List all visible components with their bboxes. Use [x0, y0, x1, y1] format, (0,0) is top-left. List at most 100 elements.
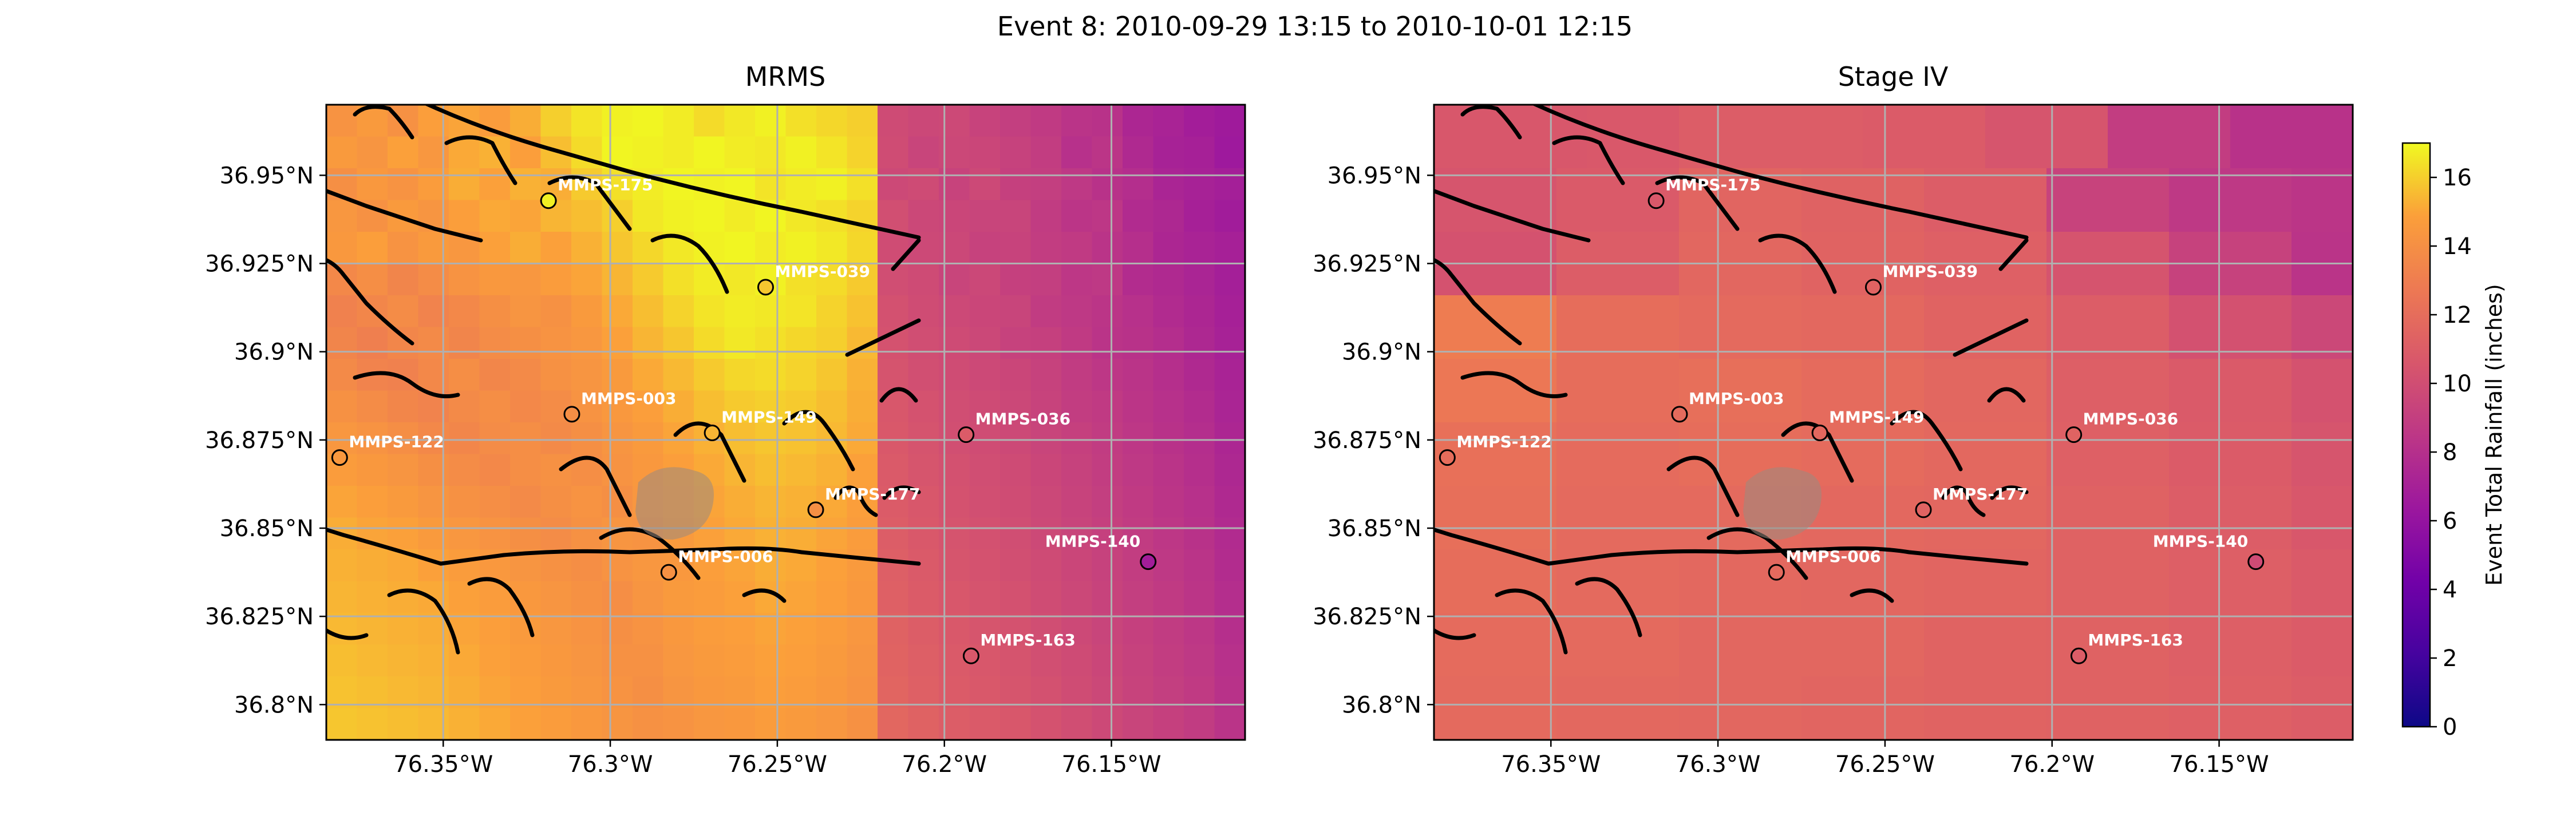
heatmap-cell — [510, 708, 542, 740]
station-label: MMPS-003 — [1689, 389, 1784, 408]
heatmap-cell — [785, 454, 817, 486]
heatmap-cell — [1123, 390, 1154, 423]
heatmap-cell — [1648, 708, 1680, 740]
station-marker — [2247, 553, 2265, 571]
heatmap-cell — [2138, 644, 2170, 677]
heatmap-cell — [388, 708, 419, 740]
colorbar-tick-label: 0 — [2443, 714, 2457, 740]
heatmap-cell — [1464, 168, 1496, 201]
heatmap-cell — [939, 581, 970, 613]
heatmap-cell — [2261, 708, 2292, 740]
heatmap-cell — [2199, 168, 2231, 201]
heatmap-cell — [1679, 422, 1710, 455]
heatmap-cell — [1184, 676, 1215, 709]
panel-title-mrms: MRMS — [745, 61, 826, 92]
heatmap-cell — [755, 168, 787, 201]
heatmap-cell — [2291, 517, 2323, 550]
heatmap-cell — [1495, 168, 1527, 201]
heatmap-cell — [969, 613, 1001, 645]
heatmap-cell — [2199, 232, 2231, 264]
heatmap-cell — [540, 676, 572, 709]
heatmap-cell — [2046, 613, 2078, 645]
heatmap-cell — [1061, 200, 1093, 232]
heatmap-cell — [540, 105, 572, 137]
heatmap-cell — [2322, 486, 2353, 518]
heatmap-cell — [1648, 263, 1680, 296]
heatmap-cell — [1709, 263, 1741, 296]
heatmap-cell — [1495, 486, 1527, 518]
heatmap-cell — [1061, 232, 1093, 264]
heatmap-cell — [571, 581, 603, 613]
heatmap-cell — [2230, 581, 2262, 613]
heatmap-cell — [694, 613, 725, 645]
heatmap-cell — [878, 359, 909, 391]
heatmap-cell — [1184, 200, 1215, 232]
heatmap-cell — [1495, 232, 1527, 264]
station-label: MMPS-006 — [678, 547, 773, 566]
heatmap-cell — [326, 613, 358, 645]
heatmap-cell — [2138, 708, 2170, 740]
y-tick-label: 36.875°N — [1313, 427, 1421, 454]
heatmap-cell — [2016, 359, 2047, 391]
heatmap-cell — [571, 613, 603, 645]
heatmap-cell — [510, 200, 542, 232]
colorbar-gradient — [2401, 142, 2431, 728]
heatmap-cell — [1832, 676, 1863, 709]
heatmap-cell — [1184, 295, 1215, 328]
heatmap-cell — [755, 136, 787, 169]
heatmap-cell — [2046, 676, 2078, 709]
heatmap-cell — [816, 327, 848, 359]
panel-title-stage-iv: Stage IV — [1838, 61, 1949, 92]
heatmap-cell — [1061, 549, 1093, 582]
heatmap-cell — [969, 517, 1001, 550]
heatmap-cell — [2077, 136, 2108, 169]
heatmap-cell — [602, 168, 633, 201]
heatmap-cell — [633, 359, 664, 391]
heatmap-cell — [1556, 422, 1588, 455]
heatmap-cell — [1092, 422, 1123, 455]
heatmap-cell — [1587, 232, 1618, 264]
station-marker — [2065, 426, 2083, 443]
heatmap-cell — [1893, 581, 1925, 613]
heatmap-cell — [1184, 105, 1215, 137]
heatmap-cell — [939, 390, 970, 423]
heatmap-cell — [724, 517, 756, 550]
heatmap-cell — [1464, 708, 1496, 740]
heatmap-cell — [1434, 263, 1465, 296]
y-tick-label: 36.85°N — [220, 516, 314, 542]
heatmap-cell — [2261, 232, 2292, 264]
heatmap-cell — [755, 422, 787, 455]
heatmap-cell — [2261, 136, 2292, 169]
heatmap-cell — [633, 549, 664, 582]
station-label: MMPS-149 — [1829, 408, 1924, 427]
heatmap-cell — [326, 263, 358, 296]
station-marker — [331, 449, 348, 466]
heatmap-cell — [2108, 295, 2139, 328]
heatmap-cell — [1954, 581, 1986, 613]
heatmap-cell — [1092, 390, 1123, 423]
station-label: MMPS-163 — [980, 631, 1075, 649]
heatmap-cell — [1495, 422, 1527, 455]
heatmap-cell — [2169, 613, 2200, 645]
heatmap-cell — [326, 422, 358, 455]
heatmap-cell — [1464, 327, 1496, 359]
heatmap-cell — [1061, 613, 1093, 645]
heatmap-cell — [1495, 581, 1527, 613]
heatmap-cell — [847, 581, 878, 613]
heatmap-cell — [571, 708, 603, 740]
shaded-region — [1743, 467, 1822, 540]
heatmap-cell — [1709, 676, 1741, 709]
heatmap-cell — [1464, 486, 1496, 518]
colorbar-tick-label: 10 — [2443, 371, 2472, 397]
heatmap-cell — [2046, 263, 2078, 296]
heatmap-cell — [418, 295, 449, 328]
heatmap-cell — [1709, 327, 1741, 359]
heatmap-cell — [326, 136, 358, 169]
station-marker — [1647, 192, 1665, 209]
heatmap-cell — [1092, 200, 1123, 232]
heatmap-cell — [908, 422, 939, 455]
heatmap-cell — [388, 644, 419, 677]
heatmap-cell — [633, 708, 664, 740]
heatmap-cell — [1587, 327, 1618, 359]
heatmap-cell — [2291, 200, 2323, 232]
